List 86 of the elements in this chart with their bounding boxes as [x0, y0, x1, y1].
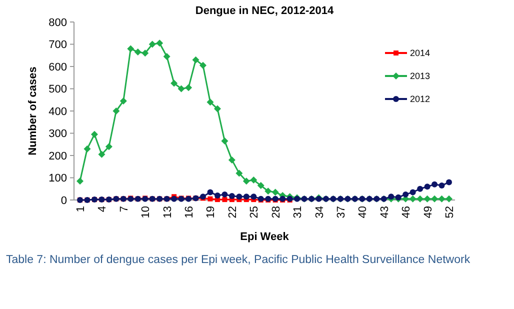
y-tick-label: 0 [60, 194, 67, 207]
point [84, 145, 91, 152]
point [200, 62, 206, 69]
legend-label: 2012 [410, 94, 430, 104]
point [242, 178, 250, 185]
x-tick-label: 37 [335, 206, 348, 218]
y-tick-label: 600 [48, 61, 67, 74]
x-tick-label: 31 [292, 206, 304, 218]
point [221, 138, 228, 145]
point [105, 143, 112, 150]
point [192, 56, 200, 64]
point [228, 192, 235, 199]
y-axis-title: Number of cases [27, 66, 39, 156]
x-axis-title: Epi Week [240, 231, 290, 243]
x-tick-label: 10 [140, 206, 152, 218]
point [208, 196, 213, 202]
point [402, 191, 409, 198]
point [148, 40, 156, 48]
x-tick-label: 28 [270, 206, 282, 218]
point [438, 182, 445, 189]
point [156, 40, 164, 47]
x-tick-label: 34 [314, 206, 326, 218]
x-tick-label: 52 [444, 206, 456, 218]
point [206, 98, 214, 106]
point [264, 188, 272, 195]
legend-label: 2014 [410, 48, 430, 58]
point [112, 108, 120, 114]
point [446, 179, 452, 186]
x-tick-label: 22 [226, 206, 239, 218]
chart-title: Dengue in NEC, 2012-2014 [195, 5, 334, 17]
point [98, 150, 106, 158]
point [90, 130, 98, 138]
point [163, 52, 170, 60]
point [243, 194, 250, 200]
x-tick-label: 25 [248, 206, 261, 218]
point [222, 197, 228, 202]
point [236, 194, 242, 200]
y-tick-label: 100 [48, 172, 67, 185]
point [432, 181, 438, 188]
point [142, 50, 149, 57]
point [170, 80, 178, 87]
point [424, 184, 430, 190]
point [416, 195, 424, 202]
x-tick-label: 40 [357, 206, 370, 218]
x-tick-label: 7 [118, 206, 130, 212]
point [76, 178, 84, 185]
x-tick-label: 19 [205, 206, 218, 218]
point [250, 176, 258, 184]
point [127, 45, 134, 52]
point [409, 195, 416, 202]
point [228, 156, 236, 164]
y-tick-label: 400 [48, 106, 67, 118]
y-tick-label: 500 [48, 84, 67, 96]
y-tick-label: 200 [48, 150, 67, 162]
y-tick-label: 300 [48, 128, 67, 140]
point [178, 85, 185, 92]
x-tick-label: 49 [422, 206, 434, 218]
caption: Table 7: Number of dengue cases per Epi week, Pacific Public Health Surveillance Network [6, 254, 470, 266]
point [388, 194, 394, 200]
x-tick-label: 13 [162, 206, 174, 218]
point [446, 195, 452, 202]
point [438, 195, 446, 202]
point [272, 188, 279, 196]
x-tick-label: 4 [96, 206, 109, 212]
point [431, 195, 438, 202]
legend-label: 2013 [410, 71, 430, 82]
x-tick-label: 46 [400, 206, 413, 218]
point [214, 192, 220, 199]
point [171, 196, 178, 202]
y-tick-label: 800 [48, 16, 67, 29]
x-tick-label: 16 [184, 206, 196, 218]
point [222, 191, 228, 198]
point [134, 48, 142, 56]
x-tick-label: 43 [378, 206, 391, 218]
point [250, 194, 257, 200]
point [120, 97, 127, 104]
y-tick-label: 700 [48, 39, 67, 52]
point [214, 105, 221, 112]
point [257, 182, 264, 190]
point [185, 84, 192, 92]
point [424, 195, 431, 202]
point [417, 186, 424, 192]
point [236, 170, 243, 177]
x-tick-label: 1 [75, 206, 87, 212]
point [410, 189, 416, 196]
point [207, 189, 214, 196]
